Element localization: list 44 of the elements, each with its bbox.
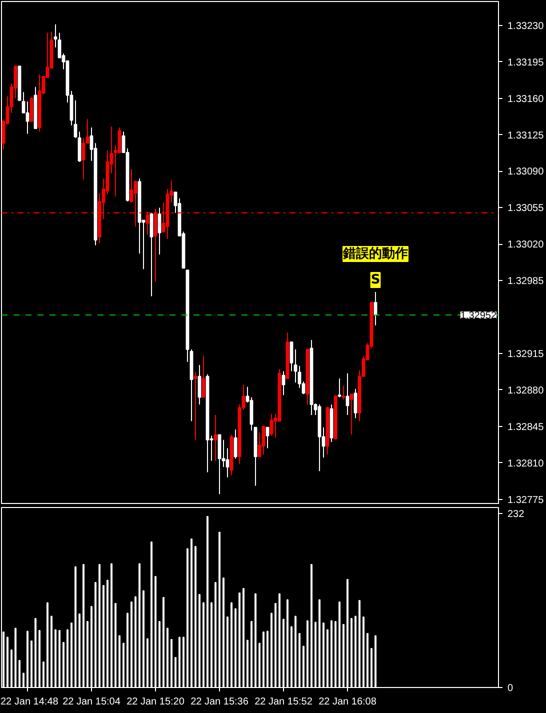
- y-tick-label: 1.33160: [508, 94, 544, 105]
- candlestick: [118, 127, 122, 154]
- candlestick: [290, 342, 294, 372]
- y-tick-label: 1.32880: [508, 385, 544, 396]
- x-tick-label: 22 Jan 15:20: [126, 696, 185, 708]
- candlestick: [342, 385, 346, 400]
- y-tick-label: 1.32915: [508, 348, 544, 360]
- x-tick-label: 22 Jan 16:08: [318, 696, 377, 708]
- y-tick-label: 232: [508, 509, 525, 520]
- y-tick-label: 1.32985: [508, 276, 544, 288]
- x-tick-label: 22 Jan 15:04: [62, 696, 121, 708]
- y-tick-label: 1.33125: [508, 130, 544, 142]
- candlestick: [54, 24, 58, 48]
- y-tick-label: 1.33055: [508, 203, 544, 214]
- y-tick-label: 1.33195: [508, 57, 544, 68]
- y-tick-label: 1.33090: [508, 166, 544, 178]
- y-tick-label: 0: [508, 683, 514, 694]
- annotation: 錯誤的動作: [342, 246, 408, 262]
- candlestick: [214, 414, 218, 462]
- candlestick: [354, 388, 358, 419]
- candlestick: [338, 378, 342, 398]
- y-tick-label: 1.32775: [508, 494, 544, 506]
- candlestick: [250, 396, 254, 432]
- candlestick: [74, 100, 78, 138]
- candlestick: [226, 448, 230, 478]
- candlestick: [78, 131, 82, 162]
- candlestick: [266, 426, 270, 449]
- y-tick-label: 1.33020: [508, 240, 544, 251]
- y-tick-label: 1.32810: [508, 458, 544, 470]
- y-tick-label: 1.32845: [508, 422, 544, 433]
- candlestick: [194, 372, 198, 440]
- candlestick: [26, 100, 30, 134]
- y-tick-label: 1.33230: [508, 20, 544, 32]
- x-tick-label: 22 Jan 15:36: [190, 696, 249, 708]
- candlestick: [130, 168, 134, 203]
- ref-line-label: 1.32952: [460, 310, 497, 322]
- annotation: S: [370, 272, 380, 288]
- candlestick: [350, 394, 354, 436]
- candlestick: [150, 212, 154, 297]
- candlestick: [270, 413, 274, 436]
- candlestick: [82, 137, 86, 180]
- candlestick: [346, 372, 350, 416]
- x-tick-label: 22 Jan 15:52: [254, 696, 313, 708]
- x-tick-label: 22 Jan 14:48: [0, 696, 59, 708]
